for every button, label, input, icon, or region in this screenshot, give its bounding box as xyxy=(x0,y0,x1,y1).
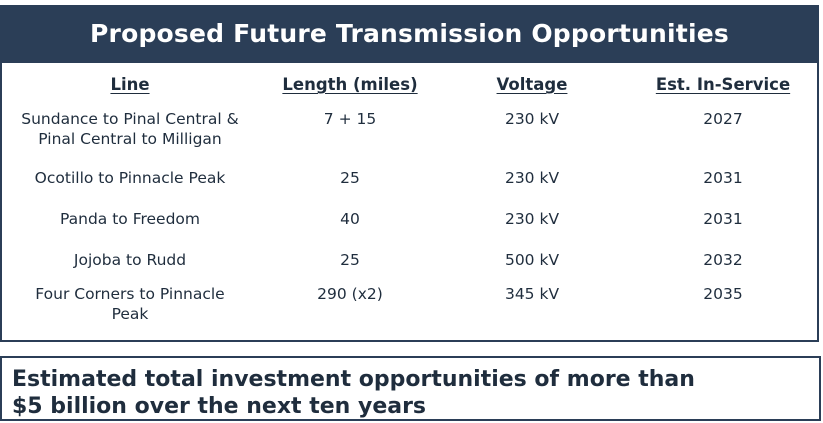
table-row-line-name: Ocotillo to Pinnacle Peak xyxy=(2,168,258,188)
table-row-in-service: 2035 xyxy=(703,285,743,303)
table-row-line-name: Sundance to Pinal Central & Pinal Centra… xyxy=(2,109,258,149)
line-name-part: Jojoba to Rudd xyxy=(73,251,187,269)
table-row-in-service: 2031 xyxy=(703,169,743,187)
column-header-line: Line xyxy=(110,75,150,94)
summary-line: Estimated total investment opportunities… xyxy=(12,367,695,392)
table-row-in-service: 2032 xyxy=(703,251,743,269)
summary-line: $5 billion over the next ten years xyxy=(12,394,427,419)
table-row-length: 7 + 15 xyxy=(323,110,377,128)
page-title: Proposed Future Transmission Opportuniti… xyxy=(90,18,729,48)
investment-summary-box: Estimated total investment opportunities… xyxy=(0,356,821,421)
line-name-part: Panda to Freedom xyxy=(59,210,201,228)
table-row-line-name: Four Corners to Pinnacle Peak xyxy=(2,284,258,324)
table-row-line-name: Panda to Freedom xyxy=(2,209,258,229)
column-header-length: Length (miles) xyxy=(282,75,418,94)
column-header-in-service: Est. In-Service xyxy=(655,75,791,94)
table-row-voltage: 345 kV xyxy=(504,285,560,303)
table-row-in-service: 2031 xyxy=(703,210,743,228)
line-name-part: Ocotillo to Pinnacle Peak xyxy=(34,169,226,187)
table-row-in-service: 2027 xyxy=(703,110,743,128)
table-row-voltage: 500 kV xyxy=(504,251,560,269)
table-row-voltage: 230 kV xyxy=(504,110,560,128)
line-name-part: Peak xyxy=(111,305,149,323)
table-row-length: 25 xyxy=(340,169,360,187)
table-row-length: 25 xyxy=(340,251,360,269)
line-name-part: Four Corners to Pinnacle xyxy=(35,285,225,303)
table-row-length: 290 (x2) xyxy=(317,285,383,303)
column-header-voltage: Voltage xyxy=(496,75,568,94)
header-bar: Proposed Future Transmission Opportuniti… xyxy=(2,7,817,63)
table-row-line-name: Jojoba to Rudd xyxy=(2,250,258,270)
transmission-table-panel: Proposed Future Transmission Opportuniti… xyxy=(0,5,819,342)
line-name-part: Pinal Central to Milligan xyxy=(38,130,222,148)
table-row-voltage: 230 kV xyxy=(504,210,560,228)
investment-summary-text: Estimated total investment opportunities… xyxy=(12,366,695,420)
line-name-part: Sundance to Pinal Central & xyxy=(21,110,239,128)
table-row-voltage: 230 kV xyxy=(504,169,560,187)
table-row-length: 40 xyxy=(340,210,360,228)
